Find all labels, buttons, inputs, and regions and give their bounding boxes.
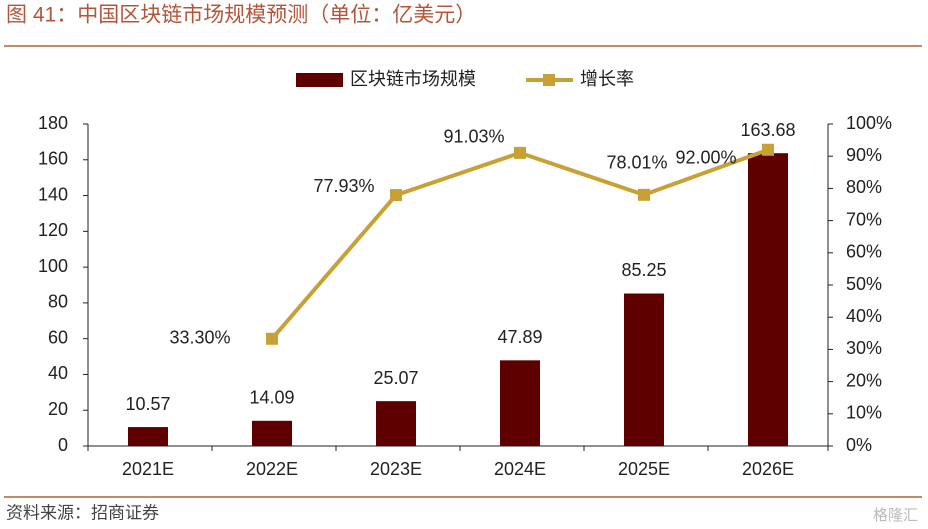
y-tick-label: 80 <box>48 292 68 312</box>
line-value-label: 92.00% <box>675 148 736 168</box>
line-value-label: 33.30% <box>169 328 230 348</box>
bar <box>624 293 664 446</box>
line-marker <box>266 332 278 345</box>
y2-tick-label: 60% <box>846 242 882 262</box>
y2-tick-label: 80% <box>846 177 882 197</box>
y2-tick-label: 90% <box>846 145 882 165</box>
bar <box>128 427 168 446</box>
y2-tick-label: 70% <box>846 209 882 229</box>
y2-tick-label: 30% <box>846 338 882 358</box>
x-tick-label: 2021E <box>122 459 174 479</box>
watermark: 格隆汇 <box>873 507 918 524</box>
legend-label: 增长率 <box>580 69 634 89</box>
legend-swatch <box>296 73 343 87</box>
legend-label: 区块链市场规模 <box>350 69 476 89</box>
bar <box>748 153 788 446</box>
y-tick-label: 0 <box>58 435 68 455</box>
y-tick-label: 40 <box>48 363 68 383</box>
bar-value-label: 163.68 <box>740 120 795 140</box>
y2-tick-label: 10% <box>846 403 882 423</box>
bar-value-label: 25.07 <box>373 368 418 388</box>
line-marker <box>638 188 650 201</box>
bar-value-label: 85.25 <box>621 260 666 280</box>
bar-value-label: 47.89 <box>497 327 542 347</box>
line-value-label: 78.01% <box>606 153 667 173</box>
y2-tick-label: 50% <box>846 274 882 294</box>
y2-tick-label: 0% <box>846 435 872 455</box>
y-tick-label: 120 <box>38 220 68 240</box>
y2-tick-label: 20% <box>846 370 882 390</box>
x-tick-label: 2025E <box>618 459 670 479</box>
bar <box>500 360 540 446</box>
line-value-label: 91.03% <box>443 127 504 147</box>
y2-tick-label: 100% <box>846 113 892 133</box>
x-tick-label: 2026E <box>742 459 794 479</box>
y-tick-label: 60 <box>48 327 68 347</box>
bar <box>376 401 416 446</box>
line-marker <box>762 143 774 156</box>
y-tick-label: 160 <box>38 149 68 169</box>
line-value-label: 77.93% <box>313 176 374 196</box>
bar-value-label: 14.09 <box>249 388 294 408</box>
legend-swatch <box>543 74 555 86</box>
line-marker <box>390 189 402 202</box>
line-marker <box>514 146 526 159</box>
source: 资料来源：招商证券 <box>6 503 159 522</box>
x-tick-label: 2024E <box>494 459 546 479</box>
x-tick-label: 2023E <box>370 459 422 479</box>
y-tick-label: 140 <box>38 184 68 204</box>
x-tick-label: 2022E <box>246 459 298 479</box>
bar-value-label: 10.57 <box>125 394 170 414</box>
y-tick-label: 20 <box>48 399 68 419</box>
page-title: 图 41：中国区块链市场规模预测（单位：亿美元） <box>6 4 476 27</box>
y-tick-label: 100 <box>38 256 68 276</box>
bar <box>252 420 292 446</box>
y-tick-label: 180 <box>38 113 68 133</box>
y2-tick-label: 40% <box>846 306 882 326</box>
